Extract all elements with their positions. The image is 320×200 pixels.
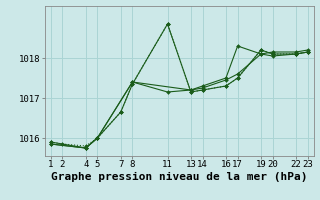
X-axis label: Graphe pression niveau de la mer (hPa): Graphe pression niveau de la mer (hPa) bbox=[51, 172, 308, 182]
